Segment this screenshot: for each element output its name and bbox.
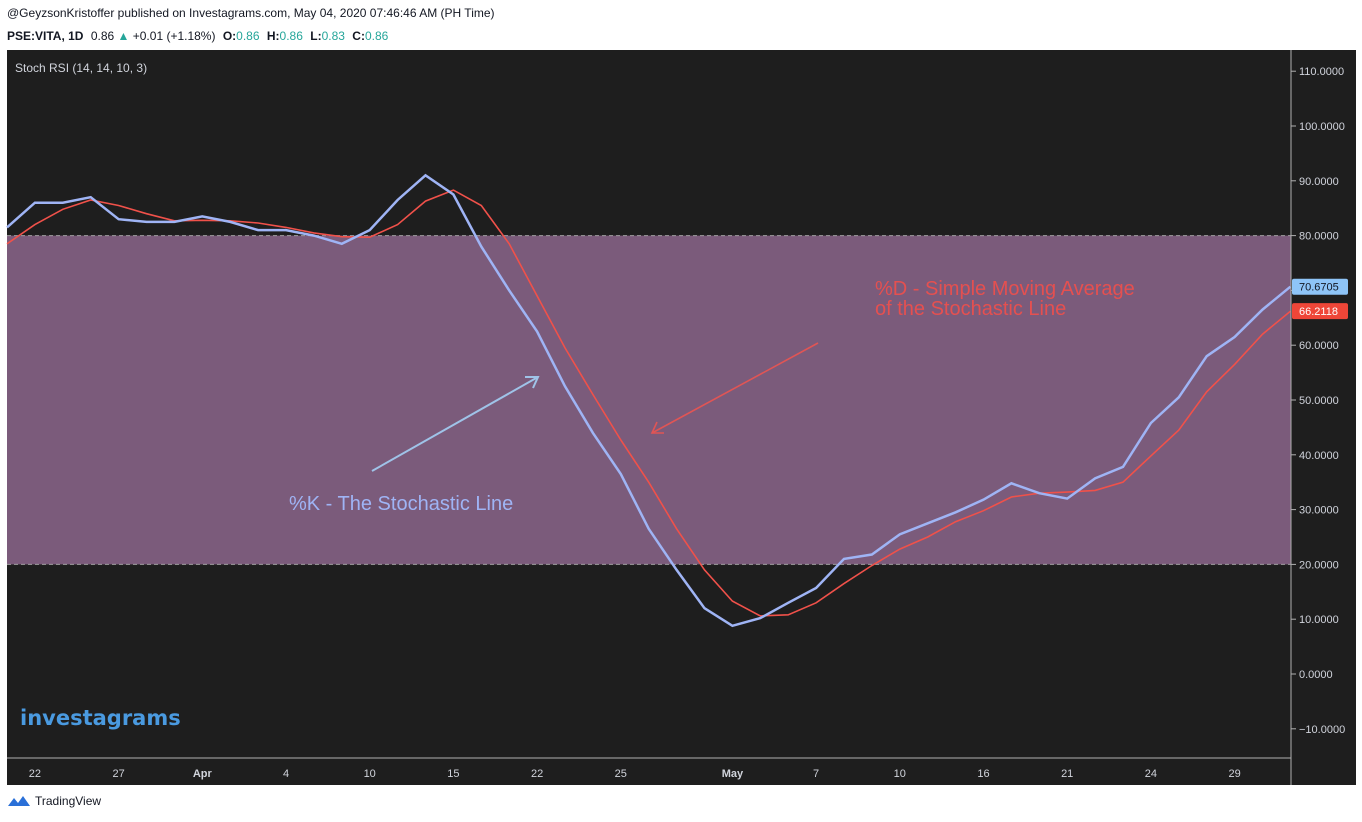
y-tick-label: 100.0000	[1299, 121, 1345, 133]
footer: TradingView	[7, 794, 101, 808]
y-tick-label: 50.0000	[1299, 395, 1339, 407]
x-tick-label: 27	[112, 768, 124, 780]
y-tick-label: −10.0000	[1299, 724, 1345, 736]
price-change: +0.01 (+1.18%)	[132, 29, 216, 43]
close-label: C:	[352, 29, 365, 43]
high-label: H:	[266, 29, 280, 43]
y-tick-label: 90.0000	[1299, 176, 1339, 188]
investagrams-watermark: investagrams	[20, 706, 181, 730]
d-annotation-line2: of the Stochastic Line	[875, 298, 1066, 320]
symbol-info: PSE:VITA, 1D 0.86 ▲ +0.01 (+1.18%) O:0.8…	[7, 29, 388, 43]
x-tick-label: 21	[1061, 768, 1073, 780]
x-tick-label: 7	[813, 768, 819, 780]
y-tick-label: 110.0000	[1299, 66, 1344, 78]
y-tick-label: 80.0000	[1299, 231, 1339, 243]
up-arrow-icon: ▲	[117, 29, 130, 43]
tradingview-brand[interactable]: TradingView	[35, 794, 102, 808]
x-tick-label: 25	[615, 768, 627, 780]
high-value: 0.86	[279, 29, 303, 43]
k-annotation: %K - The Stochastic Line	[289, 493, 513, 515]
last-price: 0.86	[90, 29, 115, 43]
x-tick-label: 10	[894, 768, 906, 780]
indicator-label: Stoch RSI (14, 14, 10, 3)	[15, 61, 147, 75]
x-tick-label: 16	[977, 768, 989, 780]
y-tick-label: 10.0000	[1299, 614, 1339, 626]
x-tick-label: 22	[29, 768, 41, 780]
open-value: 0.86	[236, 29, 260, 43]
y-tick-label: 20.0000	[1299, 559, 1339, 571]
k-line[interactable]	[6, 173, 1292, 628]
k-last-value-badge-label: 70.6705	[1299, 282, 1339, 294]
y-tick-label: 30.0000	[1299, 505, 1339, 517]
low-label: L:	[310, 29, 322, 43]
symbol-label[interactable]: PSE:VITA, 1D	[7, 29, 84, 43]
time-axis[interactable]: 22 27 Apr 4 10 15 22 25 May 7 10 16 21 24 29	[29, 768, 1241, 780]
x-tick-label: 22	[531, 768, 543, 780]
d-last-value-badge	[1292, 303, 1348, 320]
x-tick-label: 10	[364, 768, 376, 780]
y-tick-label: 0.0000	[1299, 669, 1333, 681]
y-tick-label: 40.0000	[1299, 450, 1339, 462]
x-tick-label: May	[722, 768, 744, 780]
x-tick-label: 24	[1145, 768, 1157, 780]
close-value: 0.86	[364, 29, 389, 43]
overbought-oversold-band	[7, 235, 1291, 565]
x-tick-label: 15	[447, 768, 459, 780]
k-annotation-arrow	[371, 376, 539, 472]
k-arrowhead-icon	[525, 376, 540, 389]
d-arrowhead-icon	[650, 421, 664, 434]
publish-info: @GeyzsonKristoffer published on Investag…	[7, 6, 495, 20]
open-label: O:	[222, 29, 237, 43]
low-value: 0.83	[321, 29, 345, 43]
tradingview-logo-icon[interactable]	[7, 794, 31, 808]
x-tick-label: 4	[283, 768, 289, 780]
d-annotation-line1: %D - Simple Moving Average	[875, 278, 1135, 300]
y-tick-label: 60.0000	[1299, 340, 1339, 352]
d-annotation-arrow	[651, 342, 819, 434]
last-value-badges: 70.6705 66.2118	[1292, 278, 1348, 320]
x-tick-label: Apr	[193, 768, 213, 780]
k-last-value-badge	[1292, 278, 1348, 295]
x-tick-label: 29	[1228, 768, 1240, 780]
d-last-value-badge-label: 66.2118	[1299, 306, 1338, 318]
